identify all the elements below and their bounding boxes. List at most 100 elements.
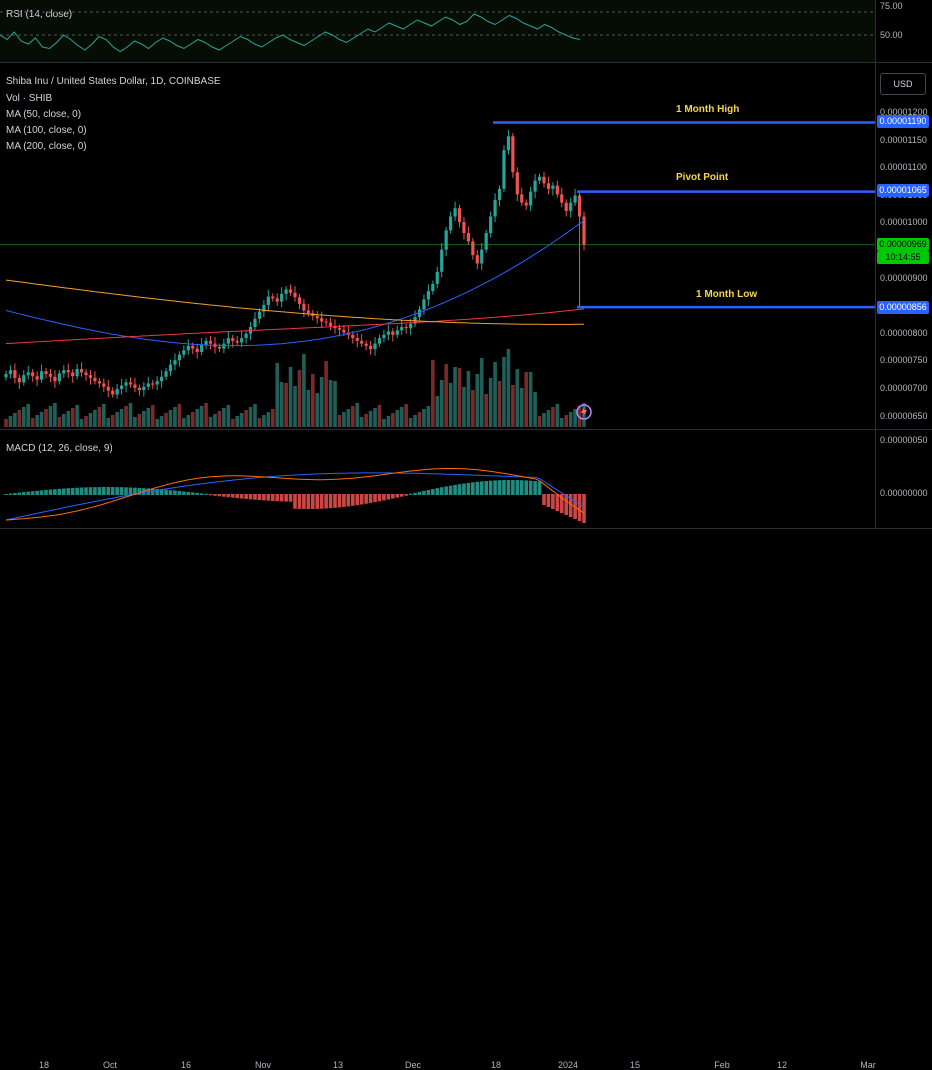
candle-body: [320, 318, 324, 322]
macd-pane[interactable]: MACD (12, 26, close, 9): [0, 430, 875, 528]
candle-body: [444, 230, 448, 250]
candle-body: [266, 296, 270, 305]
candle-body: [160, 376, 164, 382]
candle-body: [124, 382, 128, 386]
volume-bar: [573, 409, 577, 427]
candle-body: [475, 255, 479, 264]
macd-histogram-bar: [466, 482, 471, 495]
x-tick: Oct: [102, 1060, 118, 1070]
candle-body: [431, 283, 435, 292]
volume-bar: [262, 415, 266, 427]
price-tick: 0.00001000: [880, 217, 928, 228]
x-tick: 2024: [557, 1060, 579, 1070]
macd-histogram-bar: [404, 494, 408, 496]
macd-histogram-bar: [573, 494, 577, 519]
macd-histogram-bar: [199, 493, 204, 495]
candle-body: [48, 374, 53, 377]
macd-histogram-bar: [213, 494, 217, 496]
volume-bar: [559, 418, 564, 427]
volume-bar: [88, 413, 93, 427]
macd-histogram-bar: [448, 485, 453, 495]
macd-histogram-bar: [377, 494, 382, 502]
candle-body: [244, 333, 248, 339]
volume-bar: [386, 416, 391, 427]
macd-histogram-bar: [497, 480, 502, 495]
candle-body: [506, 136, 511, 151]
candle-body: [155, 381, 159, 385]
volume-bar: [302, 354, 306, 427]
candle-body: [111, 390, 115, 395]
level-label-low: 1 Month Low: [696, 289, 758, 300]
indicator-ma100: MA (100, close, 0): [6, 125, 87, 136]
macd-histogram-bar: [204, 493, 208, 495]
candle-body: [57, 373, 61, 382]
volume-bar: [359, 417, 364, 427]
volume-bar: [186, 415, 191, 427]
volume-bar: [128, 403, 133, 427]
candle-body: [168, 364, 173, 372]
volume-bar: [213, 414, 217, 427]
x-tick: 18: [38, 1060, 50, 1070]
volume-bar: [253, 404, 257, 427]
macd-histogram-bar: [62, 488, 66, 495]
volume-bar: [444, 364, 448, 427]
macd-histogram-bar: [324, 494, 328, 509]
x-tick: 16: [180, 1060, 192, 1070]
macd-histogram-bar: [502, 480, 506, 495]
volume-bar: [222, 408, 226, 427]
candle-body: [137, 387, 141, 391]
macd-histogram-bar: [582, 494, 586, 523]
volume-bar: [413, 415, 417, 427]
candle-body: [537, 176, 542, 181]
candle-body: [262, 304, 266, 312]
candle-body: [533, 180, 537, 192]
candle-body: [164, 371, 168, 377]
macd-histogram-bar: [190, 492, 195, 495]
volume-bar: [177, 404, 182, 427]
candle-body: [546, 183, 551, 189]
volume-bar: [306, 390, 311, 427]
candle-body: [520, 194, 524, 203]
macd-histogram-bar: [217, 494, 222, 497]
price-axis[interactable]: 0.000012000.000011500.000011000.00001050…: [875, 63, 932, 429]
volume-bar: [448, 383, 453, 427]
candle-body: [93, 377, 97, 382]
volume-bar: [204, 403, 208, 427]
volume-bar: [106, 418, 111, 427]
macd-histogram-bar: [177, 491, 182, 495]
macd-histogram-bar: [471, 482, 475, 495]
volume-bar: [297, 370, 302, 427]
macd-histogram-bar: [551, 494, 555, 509]
macd-histogram-bar: [110, 487, 115, 495]
volume-bar: [217, 411, 222, 427]
currency-button[interactable]: USD: [880, 73, 926, 95]
time-axis[interactable]: 18 Oct 16 Nov 13 Dec 18 2024 15 Feb 12 M…: [0, 528, 876, 1070]
indicator-volume: Vol · SHIB: [6, 93, 53, 104]
rsi-label: RSI (14, close): [6, 9, 73, 20]
main-chart-pane[interactable]: Shiba Inu / United States Dollar, 1D, CO…: [0, 63, 875, 429]
volume-bar: [119, 409, 124, 427]
candle-body: [480, 249, 484, 264]
macd-histogram-bar: [230, 494, 235, 498]
candle-body: [502, 150, 506, 189]
macd-histogram-bar: [239, 494, 244, 499]
volume-bar: [248, 407, 253, 427]
volume-bar: [190, 412, 195, 427]
volume-bar: [337, 415, 342, 427]
candle-body: [426, 291, 430, 300]
volume-bar: [475, 374, 480, 427]
macd-histogram-bar: [39, 490, 44, 495]
candle-body: [351, 334, 355, 339]
volume-bar: [30, 418, 35, 427]
macd-histogram-bar: [173, 490, 177, 495]
volume-bar: [133, 417, 137, 427]
volume-bar: [66, 411, 71, 427]
candle-body: [4, 374, 8, 378]
macd-histogram-bar: [208, 494, 213, 496]
macd-histogram-bar: [102, 487, 106, 495]
candle-body: [422, 299, 426, 310]
candle-body: [573, 195, 577, 203]
rsi-pane[interactable]: RSI (14, close): [0, 0, 875, 62]
candle-body: [489, 216, 493, 234]
volume-bar: [555, 404, 560, 427]
